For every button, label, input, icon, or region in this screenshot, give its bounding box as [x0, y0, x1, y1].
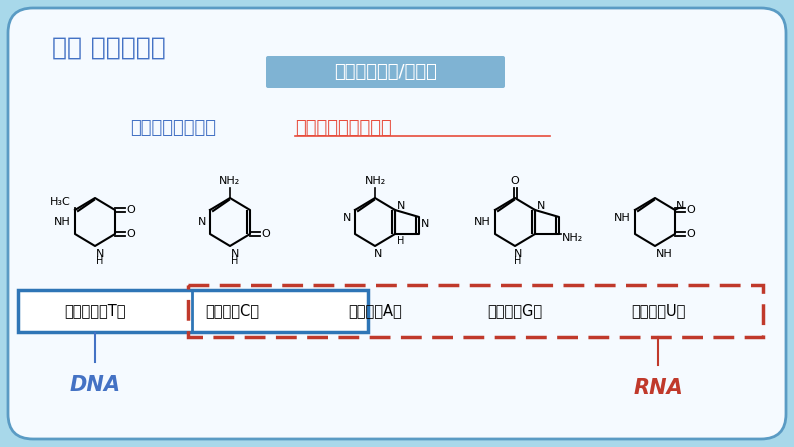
Text: 胞嘧啶（C）: 胞嘧啶（C） [205, 304, 259, 319]
Text: O: O [511, 176, 519, 186]
Text: N: N [343, 213, 351, 223]
Text: 一、 核酸的组成: 一、 核酸的组成 [52, 36, 166, 60]
Text: O: O [126, 229, 135, 239]
Text: O: O [686, 229, 695, 239]
Text: H: H [397, 236, 404, 246]
Text: NH₂: NH₂ [562, 233, 584, 243]
Text: 碱基的共同点是：: 碱基的共同点是： [130, 119, 216, 137]
Text: O: O [686, 205, 695, 215]
Text: H: H [514, 256, 522, 266]
Text: N: N [374, 249, 383, 259]
Text: H: H [231, 256, 238, 266]
Text: 腺嘌呤（A）: 腺嘌呤（A） [348, 304, 402, 319]
Text: H₃C: H₃C [50, 197, 71, 207]
FancyBboxPatch shape [18, 290, 368, 332]
Text: 均为含氮杂环有机物: 均为含氮杂环有机物 [295, 119, 391, 137]
Text: NH₂: NH₂ [364, 176, 386, 186]
Text: NH: NH [54, 217, 71, 227]
Text: N: N [397, 201, 406, 211]
FancyBboxPatch shape [266, 56, 505, 88]
Text: O: O [261, 229, 270, 239]
Text: H: H [96, 256, 103, 266]
Text: 尿嘧啶（U）: 尿嘧啶（U） [630, 304, 685, 319]
Text: N: N [421, 219, 430, 229]
Text: NH: NH [656, 249, 673, 259]
Text: NH: NH [615, 213, 631, 223]
Text: 胸腺嘧啶（T）: 胸腺嘧啶（T） [64, 304, 125, 319]
Text: N: N [537, 201, 545, 211]
Text: DNA: DNA [70, 375, 121, 395]
FancyBboxPatch shape [8, 8, 786, 439]
Text: 鸟嘌呤（G）: 鸟嘌呤（G） [488, 304, 542, 319]
Bar [188, 285, 763, 337]
Text: N: N [96, 249, 104, 259]
Text: N: N [676, 201, 684, 211]
Text: NH: NH [474, 217, 491, 227]
Text: O: O [126, 205, 135, 215]
Text: 碱基（某嘌呤/嘧啶）: 碱基（某嘌呤/嘧啶） [334, 63, 437, 81]
Text: NH₂: NH₂ [219, 176, 241, 186]
Text: RNA: RNA [633, 378, 683, 398]
Text: N: N [198, 217, 206, 227]
Text: N: N [514, 249, 522, 259]
Text: N: N [231, 249, 239, 259]
